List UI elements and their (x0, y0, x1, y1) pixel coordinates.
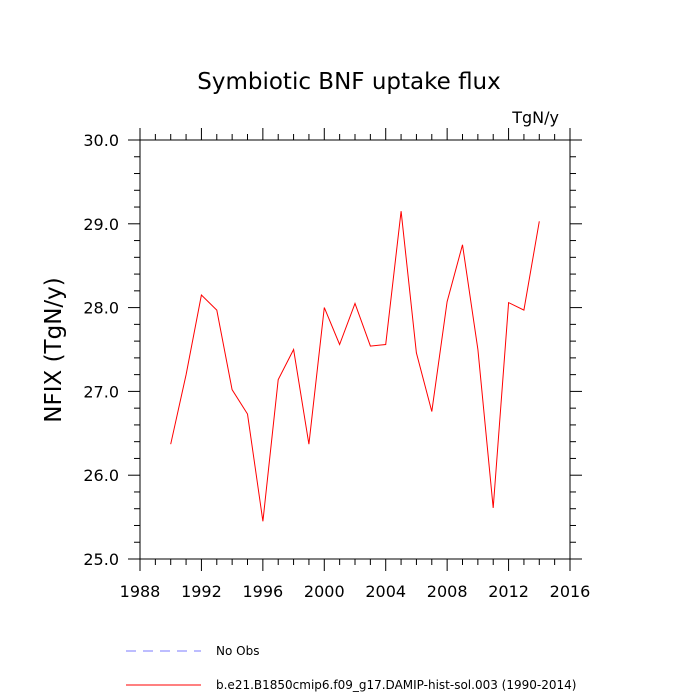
x-tick-label: 2012 (488, 582, 529, 601)
x-tick-label: 2000 (304, 582, 345, 601)
x-tick-label: 1996 (242, 582, 283, 601)
units-label: TgN/y (511, 108, 559, 127)
x-tick-label: 1992 (181, 582, 222, 601)
y-axis-label: NFIX (TgN/y) (41, 277, 67, 422)
y-tick-label: 30.0 (83, 131, 119, 150)
y-tick-label: 28.0 (83, 299, 119, 318)
legend: No Obs b.e21.B1850cmip6.f09_g17.DAMIP-hi… (126, 644, 576, 692)
legend-label-model: b.e21.B1850cmip6.f09_g17.DAMIP-hist-sol.… (216, 678, 576, 692)
x-tick-label: 2008 (427, 582, 468, 601)
tick-marks (128, 128, 582, 571)
y-tick-label: 29.0 (83, 215, 119, 234)
chart-title: Symbiotic BNF uptake flux (197, 69, 501, 95)
data-series (170, 211, 540, 522)
legend-label-obs: No Obs (216, 644, 259, 658)
y-tick-label: 25.0 (83, 550, 119, 569)
y-tick-label: 27.0 (83, 382, 119, 401)
tick-labels: 1988 1992 1996 2000 2004 2008 2012 2016 25.0 26.0… (83, 131, 590, 601)
x-tick-label: 2016 (550, 582, 591, 601)
series-line (170, 211, 540, 522)
plot-frame (139, 139, 571, 560)
x-tick-label: 2004 (365, 582, 406, 601)
x-tick-label: 1988 (120, 582, 161, 601)
y-tick-label: 26.0 (83, 466, 119, 485)
